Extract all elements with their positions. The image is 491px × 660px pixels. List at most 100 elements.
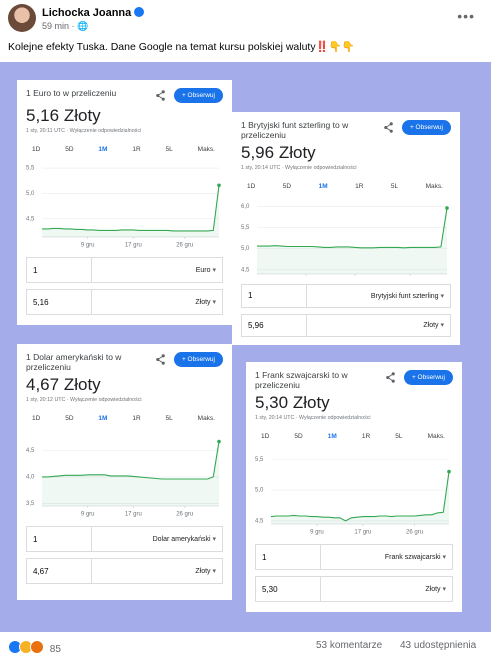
share-link bbox=[156, 91, 164, 100]
range-tab[interactable]: 1D bbox=[261, 433, 270, 440]
y-tick-label: 4,0 bbox=[26, 475, 35, 481]
range-tab[interactable]: Maks. bbox=[197, 146, 215, 153]
currency-select[interactable]: Złoty bbox=[92, 567, 222, 575]
range-tab[interactable]: 1R bbox=[361, 433, 371, 440]
y-tick-label: 5,0 bbox=[241, 246, 250, 252]
y-tick-label: 4,5 bbox=[26, 216, 35, 222]
rate-line bbox=[42, 185, 220, 232]
currency-select[interactable]: Dolar amerykański bbox=[92, 535, 222, 543]
range-tab[interactable]: 5L bbox=[395, 433, 403, 440]
author-name[interactable]: Lichocka Joanna bbox=[42, 7, 132, 19]
range-tab[interactable]: Maks. bbox=[427, 433, 445, 440]
range-tabs: 1D 5D 1M 1R 5L Maks. bbox=[32, 415, 215, 422]
follow-button[interactable]: + Obserwuj bbox=[173, 88, 223, 103]
post-time[interactable]: 59 min · 🌐 bbox=[42, 21, 88, 32]
currency-select[interactable]: Złoty bbox=[92, 298, 222, 306]
range-tab[interactable]: 5D bbox=[65, 415, 74, 422]
amount-input[interactable]: 1 bbox=[27, 527, 92, 551]
rate-number: 5,30 bbox=[255, 393, 289, 412]
currency-select[interactable]: Brytyjski funt szterling bbox=[307, 292, 450, 300]
share-icon[interactable] bbox=[155, 354, 166, 365]
range-tab[interactable]: 1D bbox=[247, 183, 256, 190]
range-tab[interactable]: 5L bbox=[390, 183, 399, 190]
y-tick-label: 3,5 bbox=[26, 501, 35, 507]
x-tick-label: 17 gru bbox=[354, 530, 371, 536]
amount-input[interactable]: 5,30 bbox=[256, 577, 321, 601]
share-icon[interactable] bbox=[385, 372, 396, 383]
card-actions: + Obserwuj bbox=[155, 352, 223, 367]
range-tab[interactable]: 1R bbox=[355, 183, 364, 190]
amount-input[interactable]: 5,96 bbox=[242, 314, 307, 336]
last-point bbox=[445, 206, 449, 210]
range-tab[interactable]: 1R bbox=[132, 415, 141, 422]
amount-input[interactable]: 5,16 bbox=[27, 290, 92, 314]
range-tab[interactable]: 5L bbox=[165, 415, 173, 422]
rate-unit: Złoty bbox=[292, 393, 330, 412]
rate-unit: Złoty bbox=[63, 375, 101, 394]
x-tick-label: 26 gru bbox=[406, 530, 423, 536]
follow-button[interactable]: + Obserwuj bbox=[403, 370, 453, 385]
line-area bbox=[271, 471, 449, 524]
follow-button[interactable]: + Obserwuj bbox=[401, 120, 451, 135]
range-tabs: 1D 5D 1M 1R 5L Maks. bbox=[261, 433, 445, 440]
range-tab[interactable]: Maks. bbox=[425, 183, 443, 190]
range-tab[interactable]: 1D bbox=[32, 415, 41, 422]
currency-select[interactable]: Złoty bbox=[321, 585, 452, 593]
range-tab[interactable]: 1D bbox=[32, 146, 41, 153]
converter-row: 5,16 Złoty bbox=[26, 289, 223, 315]
amount-input[interactable]: 1 bbox=[242, 285, 307, 307]
more-button[interactable]: ••• bbox=[457, 8, 475, 24]
comment-count[interactable]: 53 komentarze bbox=[316, 640, 383, 651]
currency-select[interactable]: Frank szwajcarski bbox=[321, 553, 452, 561]
currency-select[interactable]: Euro bbox=[92, 266, 222, 274]
author[interactable]: Lichocka Joanna bbox=[42, 7, 145, 19]
converter-row: 5,96 Złoty bbox=[241, 313, 451, 337]
share-icon[interactable] bbox=[383, 122, 394, 133]
range-tab[interactable]: 5D bbox=[294, 433, 303, 440]
follow-button[interactable]: + Obserwuj bbox=[173, 352, 223, 367]
time-text[interactable]: 59 min · bbox=[42, 21, 75, 31]
card-title: 1 Brytyjski funt szterling to w przelicz… bbox=[241, 120, 349, 140]
range-tab[interactable]: Maks. bbox=[197, 415, 215, 422]
x-tick-label: 17 gru bbox=[125, 243, 142, 249]
converter-card: 1 Dolar amerykański to w przeliczeniu + O… bbox=[17, 344, 232, 600]
currency-select[interactable]: Złoty bbox=[307, 321, 450, 329]
range-tab[interactable]: 5D bbox=[65, 146, 74, 153]
amount-input[interactable]: 4,67 bbox=[27, 559, 92, 583]
range-tab[interactable]: 1M bbox=[98, 146, 108, 153]
rate-line bbox=[257, 207, 448, 249]
range-tab[interactable]: 1M bbox=[318, 183, 328, 190]
avatar[interactable] bbox=[8, 4, 36, 32]
rate-chart: 3,5 4,0 4,5 9 gru 17 gru 26 gru bbox=[26, 439, 221, 518]
range-tab[interactable]: 1M bbox=[98, 415, 108, 422]
amount-input[interactable]: 1 bbox=[27, 258, 92, 282]
converter-card: 1 Brytyjski funt szterling to w przelicz… bbox=[232, 112, 460, 345]
y-tick-label: 4,5 bbox=[26, 448, 35, 454]
timestamp: 1 sty, 20:14 UTC · Wyłączenie odpowiedzi… bbox=[255, 415, 371, 421]
range-tab[interactable]: 5L bbox=[165, 146, 173, 153]
card-actions: + Obserwuj bbox=[385, 370, 453, 385]
range-tab[interactable]: 1R bbox=[132, 146, 141, 153]
amount-input[interactable]: 1 bbox=[256, 545, 321, 569]
post-image[interactable]: 1 Euro to w przeliczeniu + Obserwuj 5,16 Z… bbox=[0, 62, 491, 632]
post-header: Lichocka Joanna 59 min · 🌐 ••• bbox=[8, 4, 483, 34]
share-count[interactable]: 43 udostępnienia bbox=[400, 640, 477, 651]
converter-row: 5,30 Złoty bbox=[255, 576, 453, 602]
rate-value: 4,67 Złoty bbox=[26, 375, 223, 395]
converter-card: 1 Frank szwajcarski to w przeliczeniu + O… bbox=[246, 362, 462, 612]
card-actions: + Obserwuj bbox=[383, 120, 451, 135]
reaction-count[interactable]: 85 bbox=[49, 644, 61, 655]
share-icon[interactable] bbox=[155, 90, 166, 101]
card-header: 1 Brytyjski funt szterling to w przelicz… bbox=[241, 120, 451, 140]
y-tick-label: 5,5 bbox=[255, 457, 264, 463]
share-link bbox=[386, 373, 394, 382]
converter-row: 1 Euro bbox=[26, 257, 223, 283]
rate-chart: 4,5 5,0 5,5 9 gru 17 gru 26 gru bbox=[255, 457, 451, 536]
range-tab[interactable]: 1M bbox=[327, 433, 337, 440]
last-point bbox=[217, 439, 221, 444]
range-tab[interactable]: 5D bbox=[282, 183, 292, 190]
post-text: Kolejne efekty Tuska. Dane Google na tem… bbox=[8, 41, 355, 53]
timestamp: 1 sty, 20:11 UTC · Wyłączenie odpowiedzi… bbox=[26, 128, 142, 134]
